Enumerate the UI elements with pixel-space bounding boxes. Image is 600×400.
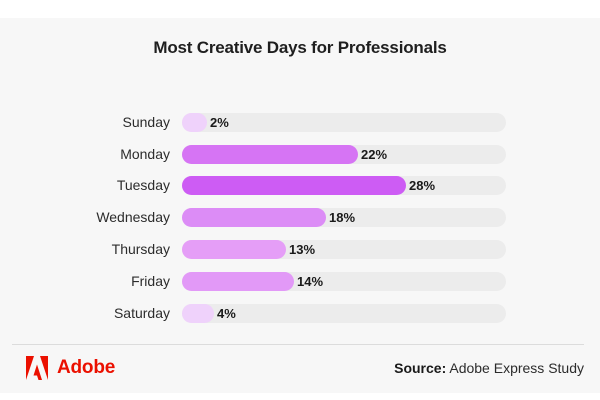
bar-row-tuesday: Tuesday 28% — [0, 176, 600, 195]
bar — [182, 240, 286, 259]
category-label: Wednesday — [96, 209, 170, 225]
value-label: 22% — [361, 147, 388, 162]
bar-row-saturday: Saturday 4% — [0, 304, 600, 323]
category-label: Thursday — [111, 241, 170, 257]
adobe-logo-icon — [26, 356, 48, 380]
bar — [182, 176, 406, 195]
source-note: Source: Adobe Express Study — [394, 360, 584, 376]
adobe-logo: Adobe — [26, 356, 115, 380]
value-label: 28% — [409, 178, 436, 193]
bar-row-sunday: Sunday 2% — [0, 113, 600, 132]
value-label: 14% — [297, 274, 324, 289]
chart-card — [0, 18, 600, 393]
value-label: 18% — [329, 210, 356, 225]
bar-row-wednesday: Wednesday 18% — [0, 208, 600, 227]
category-label: Friday — [131, 273, 170, 289]
value-label: 2% — [210, 115, 229, 130]
chart-title: Most Creative Days for Professionals — [153, 38, 447, 57]
value-label: 4% — [217, 306, 236, 321]
category-label: Sunday — [122, 114, 170, 130]
bar — [182, 208, 326, 227]
category-label: Saturday — [113, 305, 170, 321]
bar — [182, 272, 294, 291]
category-label: Tuesday — [116, 177, 170, 193]
bar-row-friday: Friday 14% — [0, 272, 600, 291]
bar — [182, 113, 207, 132]
bar-row-thursday: Thursday 13% — [0, 240, 600, 259]
value-label: 13% — [289, 242, 316, 257]
source-text: Adobe Express Study — [449, 360, 584, 376]
bar-row-monday: Monday 22% — [0, 145, 600, 164]
category-label: Monday — [120, 146, 170, 162]
bar-track — [182, 113, 506, 132]
source-label: Source: — [394, 360, 447, 376]
bar — [182, 145, 358, 164]
bar-track — [182, 304, 506, 323]
adobe-logo-text: Adobe — [57, 357, 116, 378]
footer-divider — [12, 344, 584, 345]
bar — [182, 304, 214, 323]
